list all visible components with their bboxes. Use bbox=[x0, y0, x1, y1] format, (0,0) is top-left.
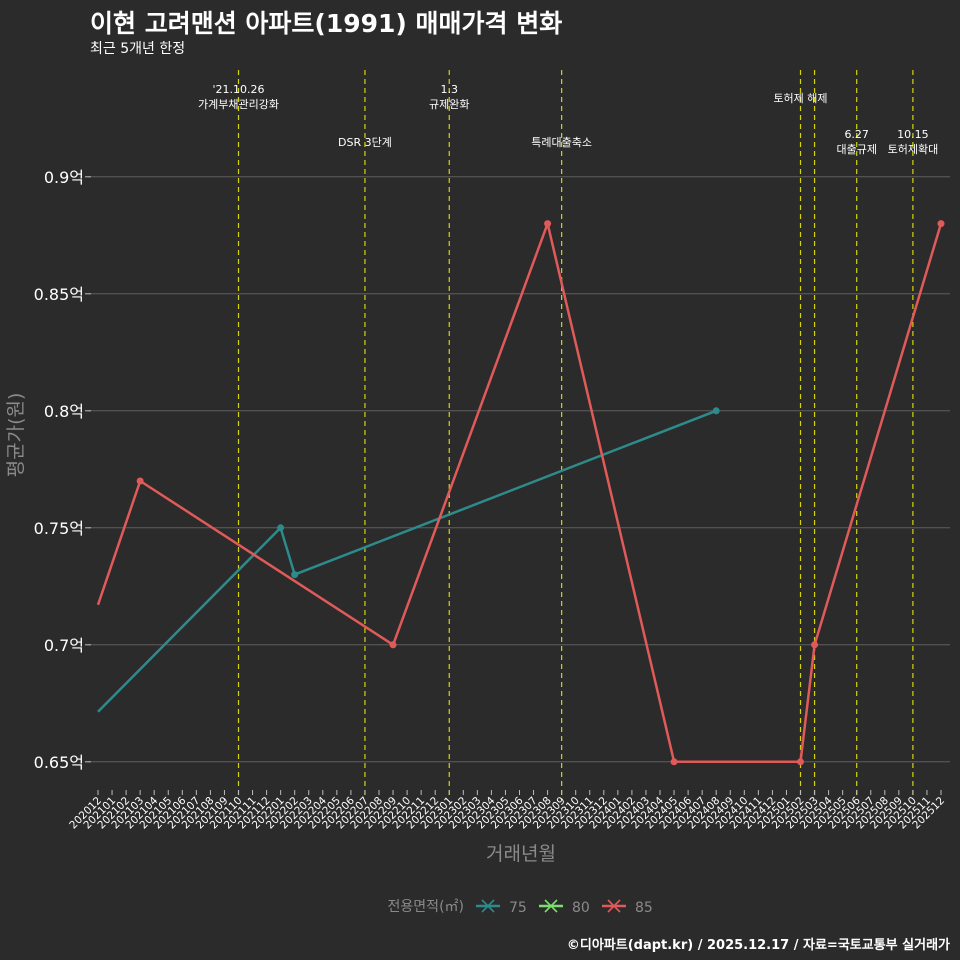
chart-subtitle: 최근 5개년 한정 bbox=[90, 41, 186, 57]
y-tick-label: 0.85억 bbox=[34, 285, 84, 304]
y-tick-label: 0.7억 bbox=[44, 636, 84, 655]
event-label: 규제완화 bbox=[429, 98, 469, 111]
series-line-75 bbox=[97, 409, 717, 713]
event-label: '21.10.26 bbox=[212, 83, 264, 96]
event-label: 대출규제 bbox=[836, 143, 876, 156]
grid-lines bbox=[88, 176, 950, 763]
event-label: 특례대출축소 bbox=[531, 136, 592, 149]
data-point-75 bbox=[291, 571, 299, 579]
x-axis-title: 거래년월 bbox=[486, 843, 556, 865]
legend-title: 전용면적(㎡) bbox=[388, 899, 464, 915]
event-label: 가계부채관리강화 bbox=[198, 98, 279, 111]
series-line-85 bbox=[96, 222, 943, 764]
legend-item-75: 75 bbox=[476, 899, 527, 916]
legend-key-cross bbox=[481, 899, 495, 913]
y-tick-label: 0.75억 bbox=[34, 519, 84, 538]
data-point-85 bbox=[389, 641, 397, 649]
legend-label: 75 bbox=[509, 900, 527, 916]
data-point-85 bbox=[797, 758, 804, 766]
y-tick-label: 0.8억 bbox=[44, 402, 84, 421]
y-axis: 0.65억 0.7억 0.75억 0.8억 0.85억 0.9억 bbox=[34, 168, 91, 772]
chart-title: 이현 고려맨션 아파트(1991) 매매가격 변화 bbox=[90, 9, 563, 38]
data-point-75 bbox=[712, 407, 720, 415]
legend-key-cross bbox=[544, 899, 558, 913]
data-point-85 bbox=[670, 758, 678, 766]
source-caption: ©디아파트(dapt.kr) / 2025.12.17 / 자료=국토교통부 실… bbox=[566, 938, 950, 953]
legend-item-85: 85 bbox=[602, 899, 653, 916]
data-point-85 bbox=[937, 220, 945, 228]
event-label: DSR 3단계 bbox=[338, 136, 392, 149]
x-axis: 2020122021012021022021032021042021052021… bbox=[67, 790, 947, 831]
event-label: 1.3 bbox=[441, 83, 459, 96]
data-point-85 bbox=[811, 641, 819, 649]
legend-item-80: 80 bbox=[539, 899, 590, 916]
legend-key-cross bbox=[607, 899, 621, 913]
legend-label: 80 bbox=[572, 900, 590, 916]
legend: 전용면적(㎡) 75 80 85 bbox=[388, 899, 653, 916]
data-point-85 bbox=[544, 220, 552, 228]
data-point-75 bbox=[277, 524, 285, 532]
y-tick-label: 0.9억 bbox=[44, 168, 84, 187]
y-axis-title: 평균가(원) bbox=[5, 393, 27, 478]
data-point-85 bbox=[136, 477, 144, 485]
event-label: 토허제 해제 bbox=[773, 91, 827, 105]
event-label: 6.27 bbox=[844, 128, 869, 141]
event-label: 10.15 bbox=[897, 128, 929, 141]
series-lines bbox=[96, 220, 945, 766]
event-label: 토허제확대 bbox=[888, 143, 939, 156]
y-tick-label: 0.65억 bbox=[34, 753, 84, 772]
legend-label: 85 bbox=[635, 900, 653, 916]
